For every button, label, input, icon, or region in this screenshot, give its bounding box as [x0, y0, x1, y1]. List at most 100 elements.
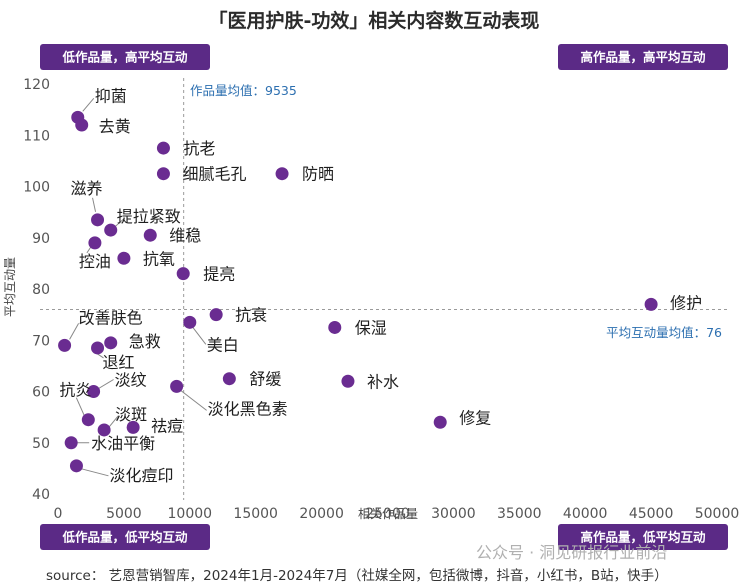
x-tick-label: 0 — [54, 506, 63, 522]
data-point-label: 去黄 — [99, 117, 131, 136]
label-leader-line — [75, 397, 85, 416]
label-leader-line — [97, 353, 104, 359]
data-point-label: 提拉紧致 — [117, 207, 181, 226]
quadrant-label-top-left: 低作品量，高平均互动 — [61, 50, 188, 65]
label-leader-line — [82, 97, 95, 112]
y-axis-title: 平均互动量 — [3, 257, 17, 317]
quadrant-badge-bottom-left — [40, 524, 210, 550]
y-tick-label: 40 — [32, 487, 50, 503]
data-point — [156, 141, 170, 155]
source-note: source： 艺恩营销智库，2024年1月-2024年7月（社媒全网，包括微博… — [46, 567, 668, 584]
x-tick-label: 25000 — [365, 506, 410, 522]
data-point — [209, 308, 223, 322]
data-point-label: 修护 — [670, 293, 702, 312]
data-point — [126, 420, 140, 434]
x-axis-title: 相关作品量 — [358, 507, 418, 521]
x-tick-label: 30000 — [431, 506, 476, 522]
data-point-label: 淡纹 — [115, 371, 147, 390]
x-tick-label: 35000 — [497, 506, 542, 522]
data-point-label: 急救 — [129, 332, 161, 351]
label-leader-line — [108, 415, 119, 428]
data-point-label: 细腻毛孔 — [182, 165, 246, 184]
data-point — [156, 167, 170, 181]
x-tick-label: 20000 — [299, 506, 344, 522]
mean-lines — [40, 78, 728, 500]
quadrant-label-bottom-right: 高作品量，低平均互动 — [580, 530, 706, 545]
label-leader-line — [115, 217, 126, 227]
data-point-label: 防晒 — [302, 165, 334, 184]
data-point — [91, 213, 105, 227]
data-point-label: 控油 — [79, 252, 111, 271]
data-point-label: 抗衰 — [235, 306, 267, 325]
x-tick-label: 5000 — [106, 506, 142, 522]
data-point — [87, 385, 101, 398]
data-point — [117, 251, 131, 265]
data-point — [143, 228, 157, 242]
data-point — [58, 338, 72, 352]
data-point-label: 修复 — [459, 408, 491, 427]
data-point-label: 舒缓 — [249, 370, 281, 389]
x-tick-label: 50000 — [695, 506, 740, 522]
x-tick-label: 40000 — [563, 506, 608, 522]
y-tick-label: 90 — [32, 231, 50, 247]
label-leader-line — [180, 389, 207, 411]
label-leader-line — [69, 323, 80, 340]
data-point-label: 水油平衡 — [91, 434, 155, 453]
data-point-label: 淡化黑色素 — [208, 399, 288, 418]
data-point — [275, 167, 289, 181]
data-point-label: 淡化痘印 — [109, 466, 173, 485]
y-tick-label: 80 — [32, 282, 50, 298]
data-point — [75, 118, 89, 132]
data-point-label: 维稳 — [169, 226, 201, 245]
x-tick-label: 15000 — [233, 506, 278, 522]
label-leader-line — [98, 379, 114, 389]
quadrant-label-bottom-left: 低作品量，低平均互动 — [61, 530, 188, 545]
data-point — [341, 374, 355, 388]
x-tick-label: 10000 — [168, 506, 213, 522]
data-point — [170, 379, 184, 393]
data-point — [64, 436, 78, 450]
y-tick-label: 100 — [23, 180, 50, 196]
quadrant-badge-bottom-right — [558, 524, 728, 550]
axis-ticks: 0 5000 10000 15000 20000 25000 30000 35000 40000… — [23, 77, 739, 522]
data-point — [183, 315, 197, 329]
data-point-label: 美白 — [207, 335, 239, 354]
data-point-label: 保湿 — [355, 318, 387, 337]
data-point — [69, 459, 83, 473]
data-point-label: 抗炎 — [59, 381, 91, 400]
data-point — [328, 320, 342, 334]
data-point — [433, 415, 447, 429]
data-point — [104, 223, 118, 237]
data-point-label: 改善肤色 — [79, 308, 143, 327]
data-point-label: 滋养 — [71, 179, 103, 198]
quadrant-badge-top-right — [558, 44, 728, 70]
data-point-label: 祛痘 — [151, 416, 183, 435]
data-point-label: 补水 — [367, 372, 399, 391]
data-point — [644, 297, 658, 311]
data-point — [91, 341, 105, 355]
label-leader-line — [86, 246, 92, 254]
label-leader-line — [81, 468, 109, 477]
label-leader-line — [92, 197, 97, 212]
y-tick-label: 70 — [32, 333, 50, 349]
watermark: 公众号 · 洞见研报行业前沿 — [476, 543, 667, 562]
x-tick-label: 45000 — [629, 506, 674, 522]
data-point-label: 退红 — [103, 353, 135, 372]
y-tick-label: 120 — [23, 77, 50, 93]
data-point — [104, 336, 118, 350]
data-point-label: 抗氧 — [143, 249, 175, 268]
data-point — [81, 413, 95, 427]
data-point-label: 提亮 — [203, 265, 235, 284]
y-mean-label: 平均互动量均值：76 — [606, 325, 722, 340]
x-mean-label: 作品量均值：9535 — [190, 83, 297, 98]
y-tick-label: 60 — [32, 385, 50, 401]
label-leader-line — [192, 327, 207, 345]
data-point — [88, 236, 102, 250]
data-point-label: 淡斑 — [115, 405, 147, 424]
data-point — [222, 372, 236, 386]
data-point-label: 抑菌 — [95, 86, 127, 105]
data-point — [176, 267, 190, 281]
data-point-label: 抗老 — [183, 139, 215, 158]
